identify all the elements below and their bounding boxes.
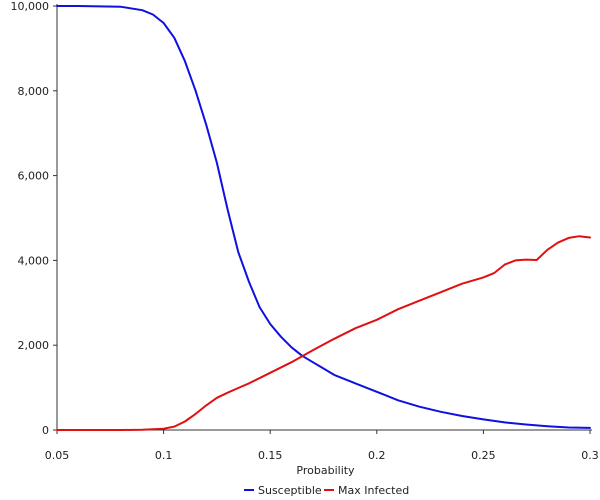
x-tick-label: 0.1 <box>155 449 173 462</box>
x-tick-label: 0.3 <box>581 449 599 462</box>
x-axis-title: Probability <box>296 464 355 477</box>
y-tick-label: 0 <box>42 424 49 437</box>
x-axis-ticks: 0.05 0.1 0.15 0.2 0.25 0.3 <box>45 430 599 462</box>
series-line-max-infected <box>56 235 591 431</box>
legend: Susceptible Max Infected <box>244 484 409 497</box>
x-tick-label: 0.05 <box>45 449 70 462</box>
x-tick-label: 0.2 <box>368 449 386 462</box>
legend-label: Max Infected <box>338 484 409 497</box>
y-tick-label: 2,000 <box>18 339 50 352</box>
y-axis-ticks: 0 2,000 4,000 6,000 8,000 10,000 <box>11 0 57 437</box>
series-lines <box>56 5 591 431</box>
series-line-susceptible <box>56 5 591 429</box>
axes <box>56 4 592 431</box>
y-tick-label: 8,000 <box>18 85 50 98</box>
legend-label: Susceptible <box>258 484 322 497</box>
y-tick-label: 10,000 <box>11 0 50 13</box>
y-tick-label: 6,000 <box>18 170 50 183</box>
x-tick-label: 0.25 <box>471 449 496 462</box>
y-tick-label: 4,000 <box>18 254 50 267</box>
x-tick-label: 0.15 <box>258 449 283 462</box>
